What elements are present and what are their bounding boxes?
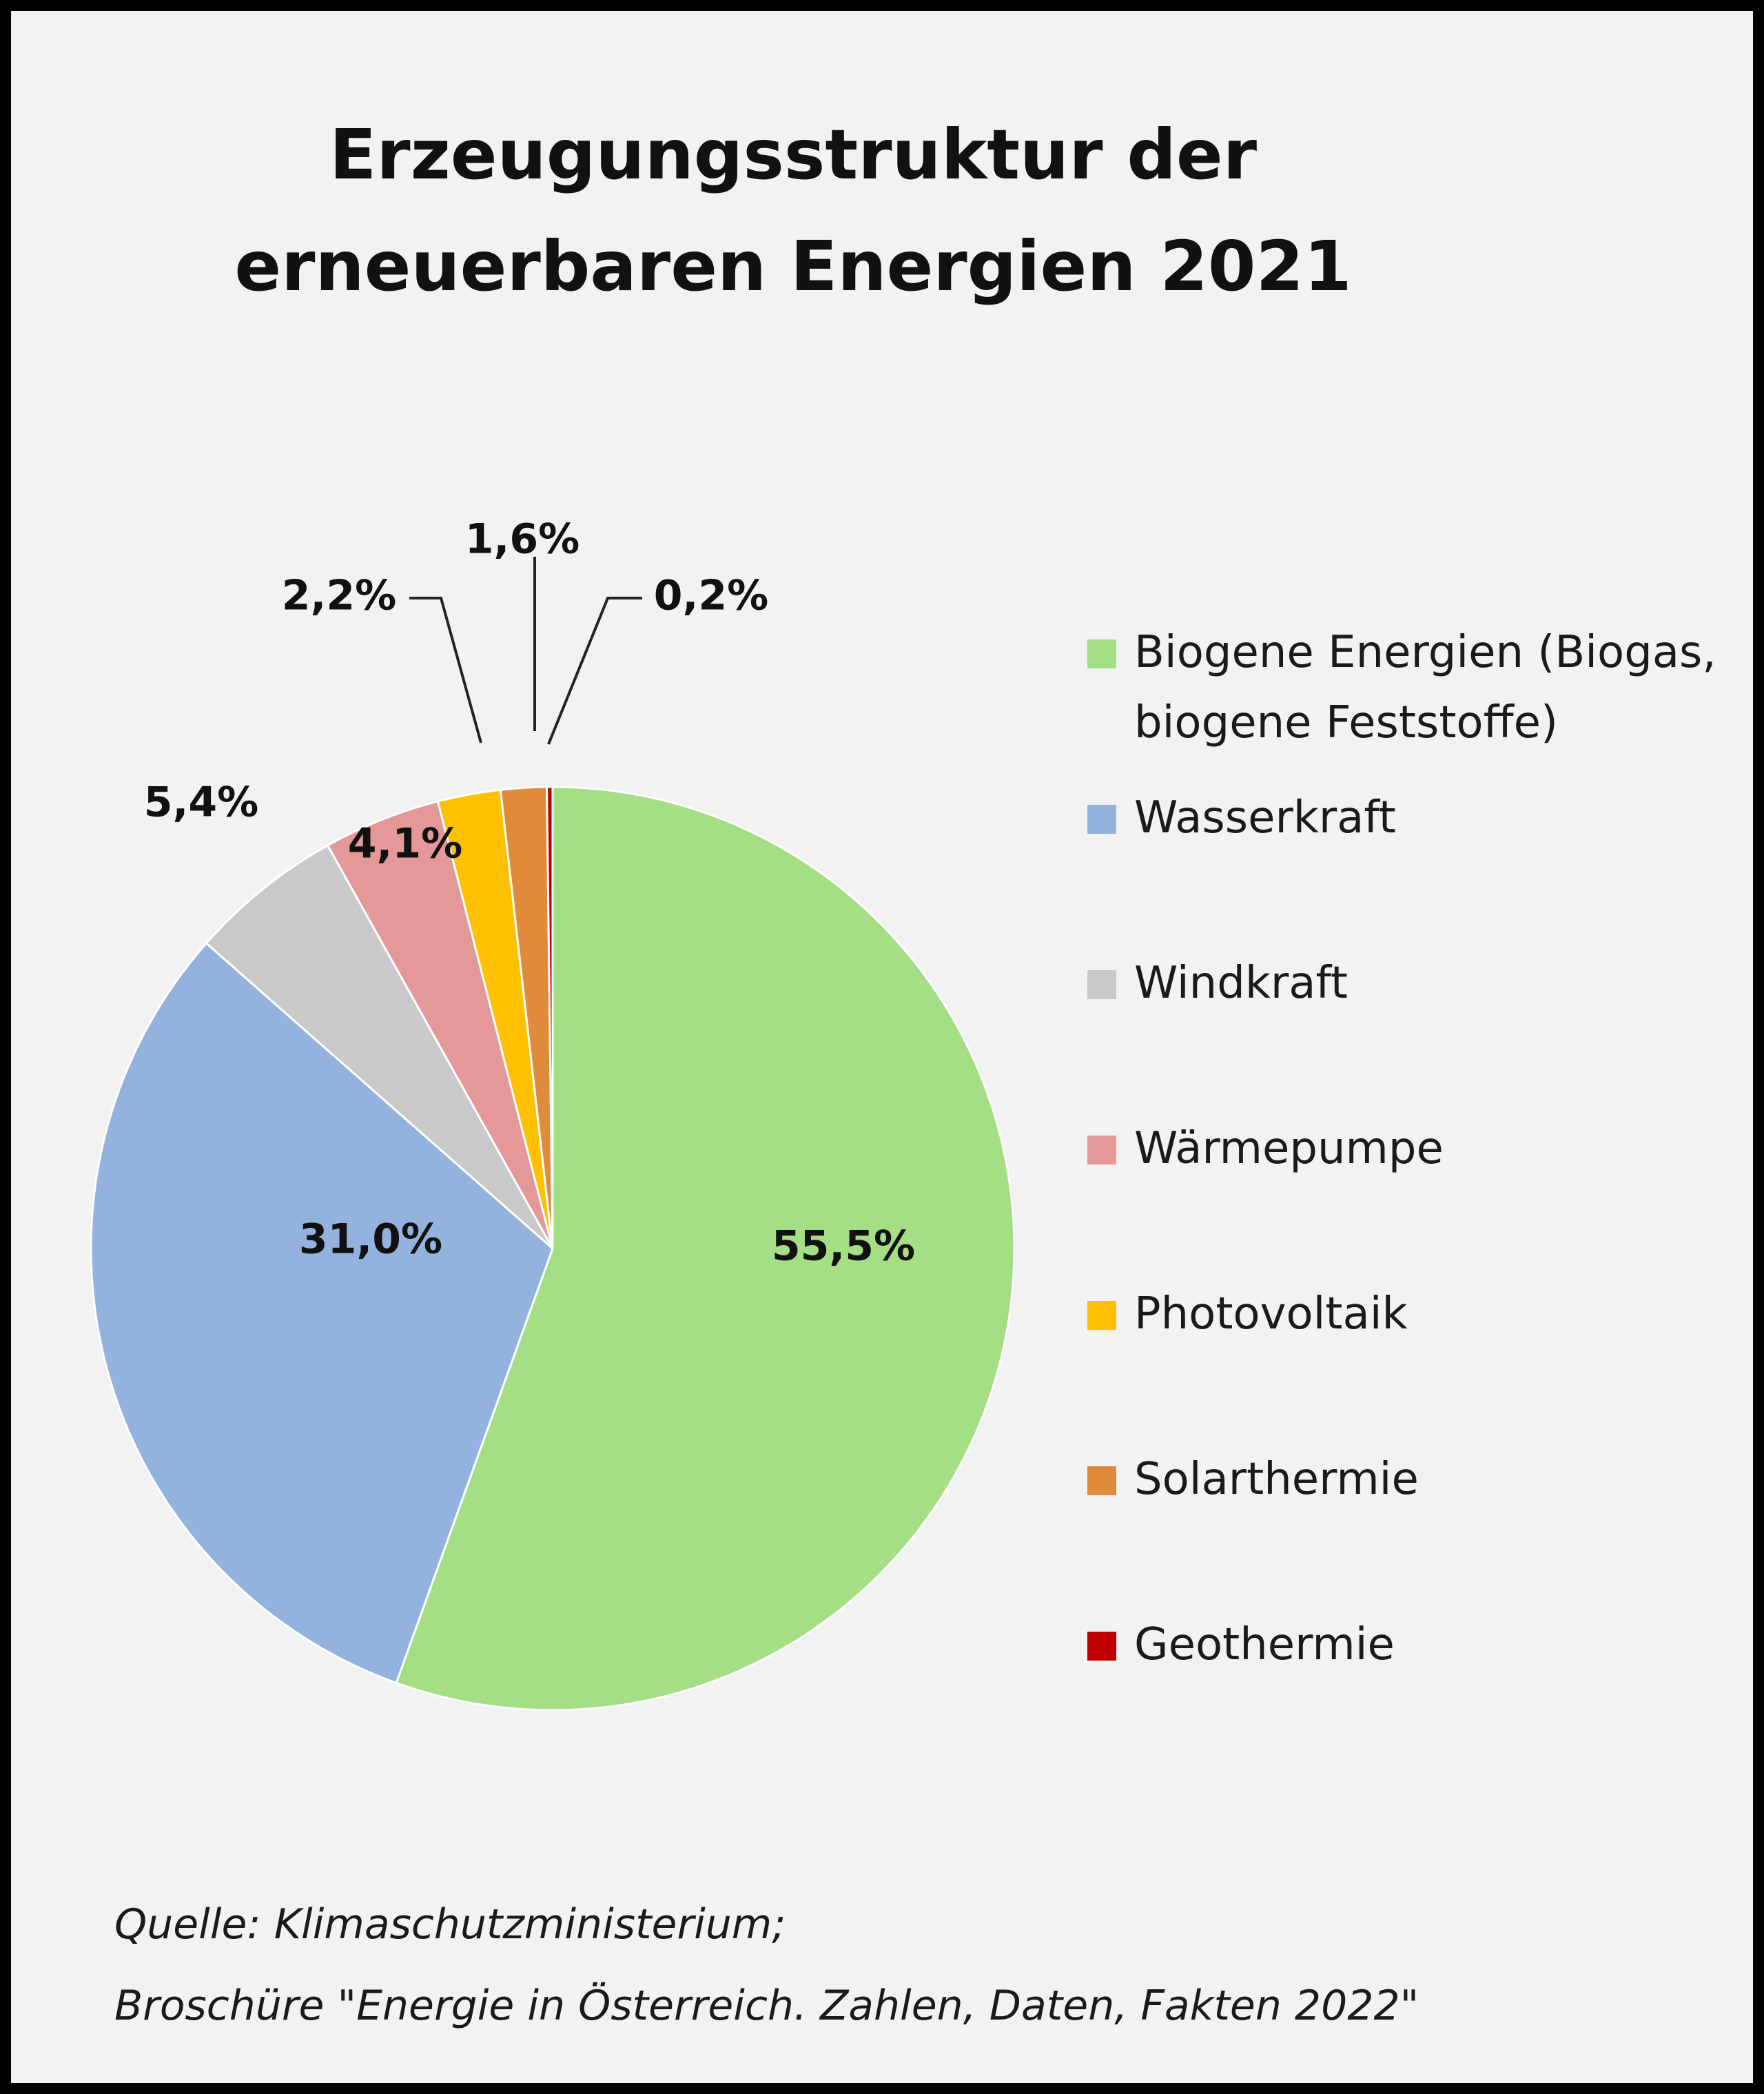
chart-title-line-1: Erzeugungsstruktur der <box>329 114 1258 195</box>
legend-swatch <box>1087 1632 1116 1661</box>
slice-label-solarthermie: 1,6% <box>465 515 580 564</box>
slice-label-biogene-energien-biogas-biogene-feststoffe: 55,5% <box>772 1222 915 1271</box>
pie-slices <box>90 786 1016 1712</box>
legend-label: Wärmepumpe <box>1134 1123 1444 1174</box>
slice-labels: 55,5% 31,0% 5,4% 4,1% 2,2% 1,6% 0,2% <box>144 515 915 1271</box>
legend-swatch <box>1087 1301 1116 1330</box>
slice-label-windkraft: 5,4% <box>144 779 258 827</box>
legend-swatch <box>1087 805 1116 834</box>
pie-slice-biogene-energien-biogas-biogene-feststoffe <box>395 786 1016 1712</box>
slice-label-waermepumpe: 4,1% <box>348 820 462 868</box>
slice-label-geothermie: 0,2% <box>654 572 768 620</box>
pie-slice-wasserkraft <box>90 941 554 1685</box>
leader-lines <box>409 557 642 745</box>
chart-frame: Erzeugungsstruktur der erneuerbaren Ener… <box>11 11 1753 2083</box>
legend-item-solarthermie: Solarthermie <box>1086 1444 1747 1610</box>
legend-swatch <box>1087 639 1116 668</box>
legend-item-biogene-energien-biogas-biogene-feststoffe: Biogene Energien (Biogas, biogene Festst… <box>1086 617 1747 783</box>
legend-label: Biogene Energien (Biogas, biogene Festst… <box>1134 627 1716 748</box>
pie-slice-waermepumpe <box>326 800 554 1249</box>
legend-swatch <box>1087 1466 1116 1495</box>
legend-label: Photovoltaik <box>1134 1289 1408 1339</box>
legend-item-windkraft: Windkraft <box>1086 948 1747 1113</box>
source-line-1: Quelle: Klimaschutzministerium; <box>114 1900 786 1949</box>
legend-label: Wasserkraft <box>1134 792 1396 843</box>
chart-title-line-2: erneuerbaren Energien 2021 <box>234 226 1352 307</box>
pie-chart: 55,5% 31,0% 5,4% 4,1% 2,2% 1,6% 0,2% <box>90 515 1016 1712</box>
leader-line-geothermie <box>547 597 642 745</box>
legend-label: Geothermie <box>1134 1619 1395 1670</box>
pie-slice-geothermie <box>546 786 554 1249</box>
legend-item-geothermie: Geothermie <box>1086 1610 1747 1775</box>
legend-swatch <box>1087 1136 1116 1164</box>
legend-label: Solarthermie <box>1134 1454 1419 1505</box>
source-note: Quelle: Klimaschutzministerium; Broschür… <box>114 1884 1419 2046</box>
slice-label-wasserkraft: 31,0% <box>299 1215 442 1264</box>
slice-label-photovoltaik: 2,2% <box>282 572 396 620</box>
legend-item-waermepumpe: Wärmepumpe <box>1086 1113 1747 1279</box>
legend-item-wasserkraft: Wasserkraft <box>1086 783 1747 948</box>
legend-swatch <box>1087 970 1116 999</box>
source-line-2: Broschüre "Energie in Österreich. Zahlen… <box>114 1982 1419 2030</box>
chart-title: Erzeugungsstruktur der erneuerbaren Ener… <box>11 99 1575 322</box>
legend-item-photovoltaik: Photovoltaik <box>1086 1279 1747 1444</box>
legend-label: Windkraft <box>1134 958 1348 1009</box>
leader-line-photovoltaik <box>409 597 482 743</box>
pie-slice-windkraft <box>205 843 554 1250</box>
chart-legend: Biogene Energien (Biogas, biogene Festst… <box>1086 617 1747 1775</box>
